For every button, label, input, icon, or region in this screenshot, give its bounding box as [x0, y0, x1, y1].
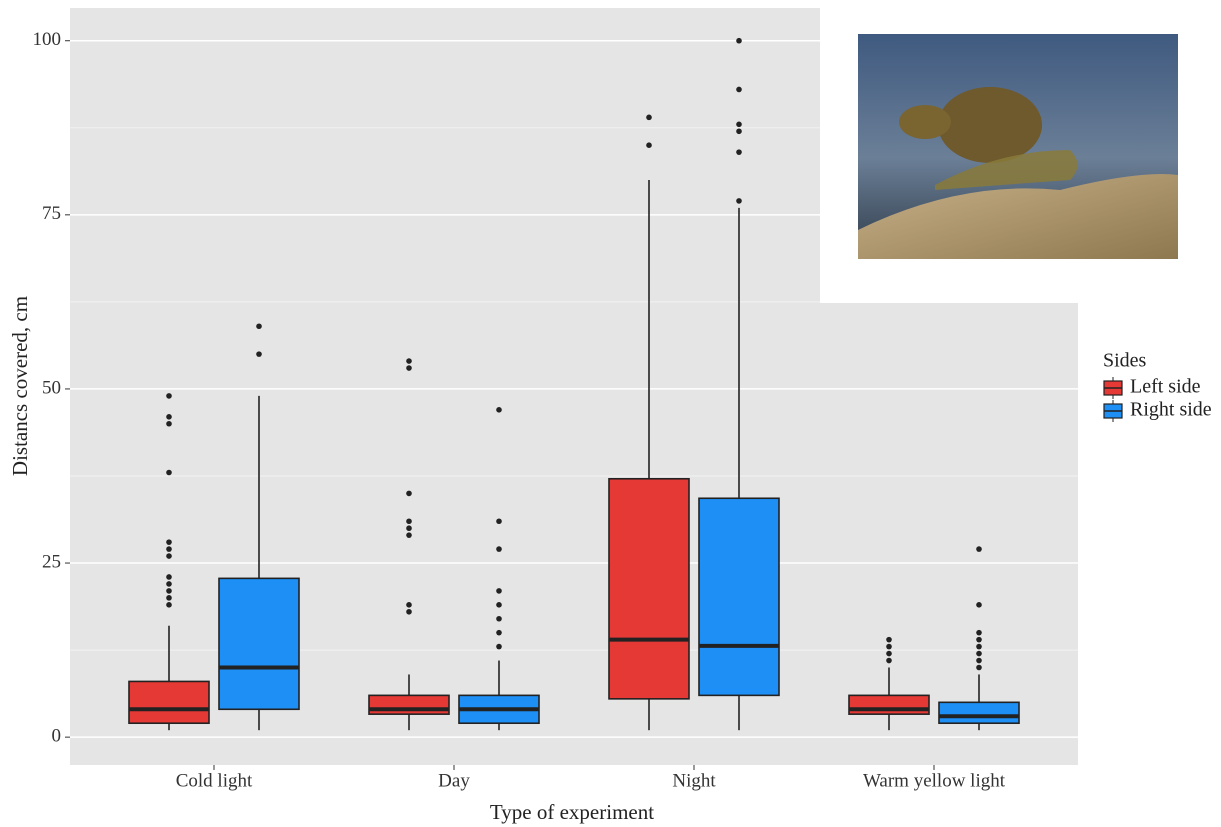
outlier	[406, 602, 412, 608]
outlier	[406, 518, 412, 524]
box	[219, 578, 299, 709]
outlier	[886, 637, 892, 643]
outlier	[496, 616, 502, 622]
outlier	[496, 518, 502, 524]
legend-title: Sides	[1103, 350, 1147, 372]
outlier	[496, 644, 502, 650]
outlier	[976, 644, 982, 650]
x-tick-label: Day	[438, 770, 470, 791]
y-tick-label: 0	[52, 726, 62, 747]
outlier	[736, 122, 742, 128]
snail-shell-tip	[899, 105, 951, 139]
outlier	[496, 588, 502, 594]
outlier	[976, 665, 982, 671]
outlier	[976, 602, 982, 608]
outlier	[886, 651, 892, 657]
outlier	[406, 609, 412, 615]
outlier	[736, 198, 742, 204]
box	[129, 681, 209, 723]
x-tick-label: Night	[672, 770, 716, 791]
outlier	[166, 470, 172, 476]
legend-label: Right side	[1130, 399, 1212, 421]
outlier	[256, 351, 262, 357]
snail-shell	[938, 87, 1042, 163]
outlier	[406, 525, 412, 531]
legend-label: Left side	[1130, 376, 1201, 398]
outlier	[166, 588, 172, 594]
outlier	[496, 602, 502, 608]
outlier	[886, 658, 892, 664]
outlier	[646, 142, 652, 148]
outlier	[166, 595, 172, 601]
outlier	[406, 365, 412, 371]
box	[609, 479, 689, 699]
box	[849, 695, 929, 714]
outlier	[406, 358, 412, 364]
y-tick-label: 100	[33, 29, 62, 50]
outlier	[166, 539, 172, 545]
y-tick-label: 50	[42, 377, 61, 398]
box	[699, 498, 779, 695]
outlier	[166, 581, 172, 587]
outlier	[166, 393, 172, 399]
outlier	[646, 115, 652, 121]
outlier	[496, 407, 502, 413]
x-tick-label: Warm yellow light	[863, 770, 1006, 791]
outlier	[166, 421, 172, 427]
outlier	[406, 491, 412, 497]
outlier	[976, 651, 982, 657]
outlier	[976, 637, 982, 643]
outlier	[736, 87, 742, 93]
outlier	[166, 602, 172, 608]
box	[939, 702, 1019, 723]
outlier	[166, 553, 172, 559]
outlier	[736, 38, 742, 44]
outlier	[256, 323, 262, 329]
outlier	[736, 149, 742, 155]
outlier	[406, 532, 412, 538]
y-tick-label: 25	[42, 551, 61, 572]
y-tick-label: 75	[42, 203, 61, 224]
chart: Type of experiment Distancs covered, cm …	[0, 0, 1221, 827]
outlier	[496, 630, 502, 636]
outlier	[976, 658, 982, 664]
y-axis-label: Distancs covered, cm	[8, 296, 32, 476]
outlier	[166, 546, 172, 552]
outlier	[496, 546, 502, 552]
outlier	[976, 630, 982, 636]
outlier	[736, 128, 742, 134]
outlier	[886, 644, 892, 650]
outlier	[166, 414, 172, 420]
x-axis-label: Type of experiment	[490, 800, 654, 824]
snail-photo	[858, 34, 1178, 259]
outlier	[976, 546, 982, 552]
x-tick-label: Cold light	[176, 770, 253, 791]
box	[369, 695, 449, 714]
outlier	[166, 574, 172, 580]
